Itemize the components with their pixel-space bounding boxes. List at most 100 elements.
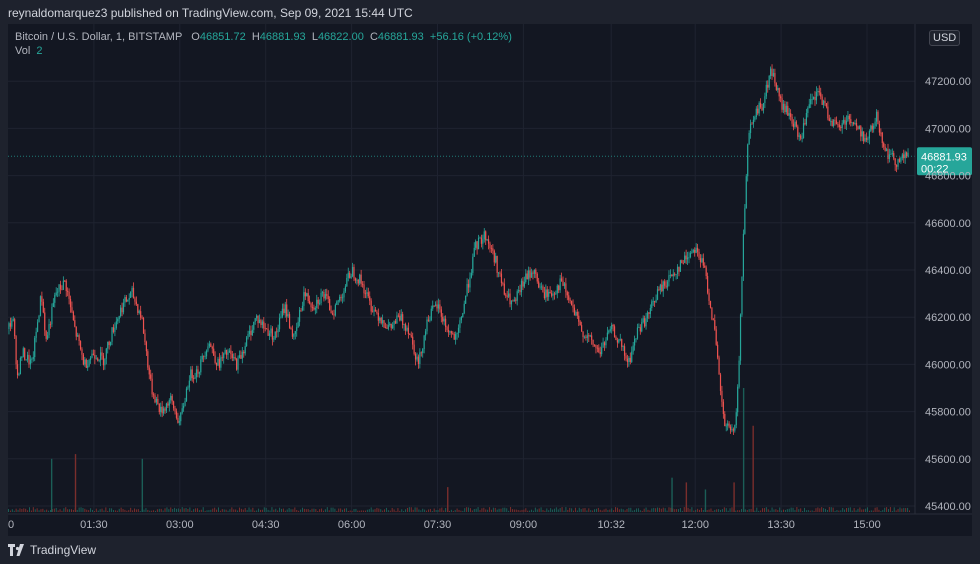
volume-bar [238, 507, 240, 512]
volume-bar [807, 510, 809, 512]
candle-body [495, 255, 497, 263]
close-value: 46881.93 [377, 31, 424, 43]
candle-body [354, 278, 357, 281]
candle-body [144, 333, 146, 343]
volume-label[interactable]: Vol [15, 45, 31, 57]
footer-brand[interactable]: TradingView [30, 543, 97, 557]
candle-body [818, 91, 820, 93]
candle-body [412, 336, 414, 345]
candle-body [227, 352, 229, 355]
candle-body [520, 280, 523, 293]
volume-bar [292, 509, 294, 512]
candle-body [237, 357, 239, 370]
volume-bar [882, 509, 884, 512]
candle-body [684, 255, 686, 263]
candle-body [782, 103, 785, 110]
candle-body [152, 394, 155, 396]
volume-bar [330, 507, 332, 512]
candle-body [121, 307, 123, 313]
candle-body [463, 303, 465, 314]
candle-body [880, 132, 882, 134]
volume-bar [105, 507, 107, 512]
volume-bar [227, 510, 229, 512]
volume-bar [271, 507, 273, 512]
volume-bar [42, 508, 44, 512]
candle-body [256, 315, 258, 319]
volume-bar [569, 507, 571, 512]
candle-body [353, 267, 355, 279]
candle-body [738, 360, 740, 387]
volume-bar [412, 509, 414, 512]
volume-bar [158, 508, 160, 512]
candle-body [404, 324, 407, 331]
volume-bar [133, 508, 135, 512]
candle-body [59, 284, 62, 290]
volume-bar [72, 509, 74, 512]
volume-bar [729, 508, 731, 512]
x-tick-label: 09:00 [510, 519, 538, 531]
candle-body [791, 116, 793, 124]
candle-body [147, 351, 149, 368]
candle-body [853, 122, 855, 124]
volume-bar [441, 507, 443, 512]
symbol-label[interactable]: Bitcoin / U.S. Dollar, 1, BITSTAMP [15, 31, 183, 43]
candle-body [492, 248, 494, 251]
candle-body [835, 120, 838, 124]
volume-bar [237, 510, 239, 512]
volume-bar [485, 509, 487, 512]
candle-body [462, 313, 464, 318]
candle-body [860, 126, 862, 137]
volume-bar [443, 510, 445, 512]
volume-bar [187, 508, 189, 512]
candle-body [104, 358, 106, 366]
currency-badge[interactable]: USD [929, 30, 961, 46]
volume-bar [870, 510, 872, 512]
candle-body [764, 96, 766, 104]
candle-body [65, 280, 67, 292]
candle-body [593, 344, 596, 346]
volume-bar [844, 509, 846, 512]
volume-bar [813, 510, 815, 512]
volume-bar [191, 510, 193, 512]
candle-body [280, 316, 282, 318]
candle-body [550, 293, 553, 296]
chart-pane[interactable]: 46881.93 00:22 45400.00 45600.00 45800.00 46… [8, 24, 972, 536]
candle-body [24, 348, 26, 360]
volume-bar [578, 507, 580, 512]
volume-bar [229, 509, 231, 512]
candle-body [218, 358, 221, 368]
candle-body [751, 123, 753, 125]
candle-body [891, 153, 893, 155]
volume-bar [727, 510, 729, 512]
candle-body [314, 307, 316, 310]
candle-body [28, 354, 30, 365]
candle-body [450, 331, 452, 334]
candle-body [572, 305, 574, 308]
candle-body [749, 123, 752, 133]
volume-bar [153, 510, 155, 512]
volume-bar [683, 507, 685, 512]
candle-body [456, 332, 458, 335]
volume-bar [298, 510, 300, 512]
candle-body [805, 112, 807, 125]
volume-bar [120, 507, 122, 512]
volume-bar [561, 507, 563, 512]
volume-bar [351, 510, 353, 512]
x-tick-label: 10:32 [597, 519, 625, 531]
volume-bar [57, 510, 59, 512]
volume-bar [345, 508, 347, 512]
candle-body [258, 319, 261, 324]
volume-bar [754, 510, 756, 512]
volume-bar [336, 510, 338, 512]
volume-bar [527, 510, 529, 512]
volume-bar [112, 510, 114, 512]
candle-body [344, 286, 346, 292]
candle-body [288, 314, 291, 328]
volume-bar [280, 508, 282, 512]
volume-spike [141, 458, 144, 512]
volume-bar [372, 509, 374, 512]
candle-body [410, 335, 412, 337]
volume-bar [223, 509, 225, 512]
candle-body [589, 335, 591, 337]
